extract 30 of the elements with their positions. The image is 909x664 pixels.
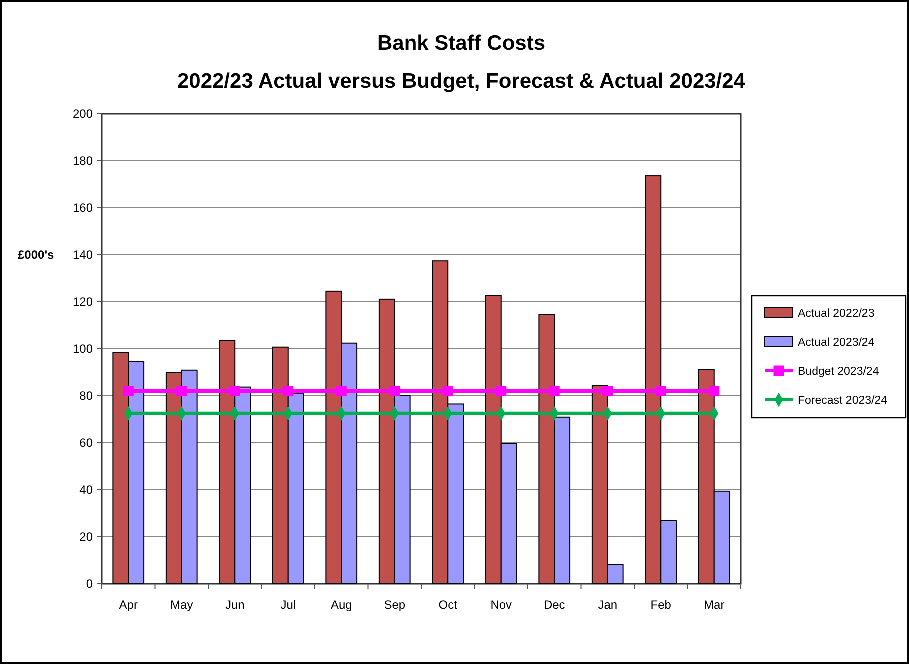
x-tick-label: Feb bbox=[650, 598, 672, 612]
y-tick-label: 120 bbox=[72, 295, 94, 310]
y-tick-label: 180 bbox=[72, 154, 94, 168]
chart-subtitle: 2022/23 Actual versus Budget, Forecast & Actual 2023/24 bbox=[177, 70, 746, 93]
y-tick-label: 160 bbox=[72, 201, 94, 216]
x-tick-label: Jul bbox=[280, 598, 296, 612]
chart-title: Bank Staff Costs bbox=[377, 32, 546, 55]
y-tick-label: 200 bbox=[72, 107, 94, 122]
legend-label: Actual 2023/24 bbox=[798, 337, 876, 350]
legend-label: Forecast 2023/24 bbox=[798, 395, 888, 408]
y-tick-label: 20 bbox=[80, 530, 94, 544]
x-tick-label: Apr bbox=[119, 598, 138, 612]
x-tick-label: Aug bbox=[330, 598, 352, 612]
y-tick-label: 0 bbox=[86, 577, 94, 592]
y-tick-label: 80 bbox=[80, 389, 94, 404]
x-tick-label: Jan bbox=[598, 598, 618, 612]
y-tick-label: 140 bbox=[72, 248, 94, 262]
x-tick-label: Dec bbox=[544, 598, 566, 612]
x-tick-label: Nov bbox=[490, 598, 512, 612]
x-tick-label: Jun bbox=[225, 598, 245, 612]
y-axis-title: £000's bbox=[18, 248, 55, 262]
x-tick-label: May bbox=[170, 598, 194, 612]
y-tick-label: 60 bbox=[80, 436, 94, 450]
legend-label: Budget 2023/24 bbox=[798, 366, 880, 378]
x-tick-label: Oct bbox=[438, 598, 458, 612]
x-tick-label: Sep bbox=[384, 598, 406, 612]
y-tick-label: 40 bbox=[80, 483, 94, 498]
x-tick-label: Mar bbox=[704, 598, 725, 612]
y-tick-label: 100 bbox=[72, 342, 94, 356]
legend-label: Actual 2022/23 bbox=[798, 308, 875, 320]
